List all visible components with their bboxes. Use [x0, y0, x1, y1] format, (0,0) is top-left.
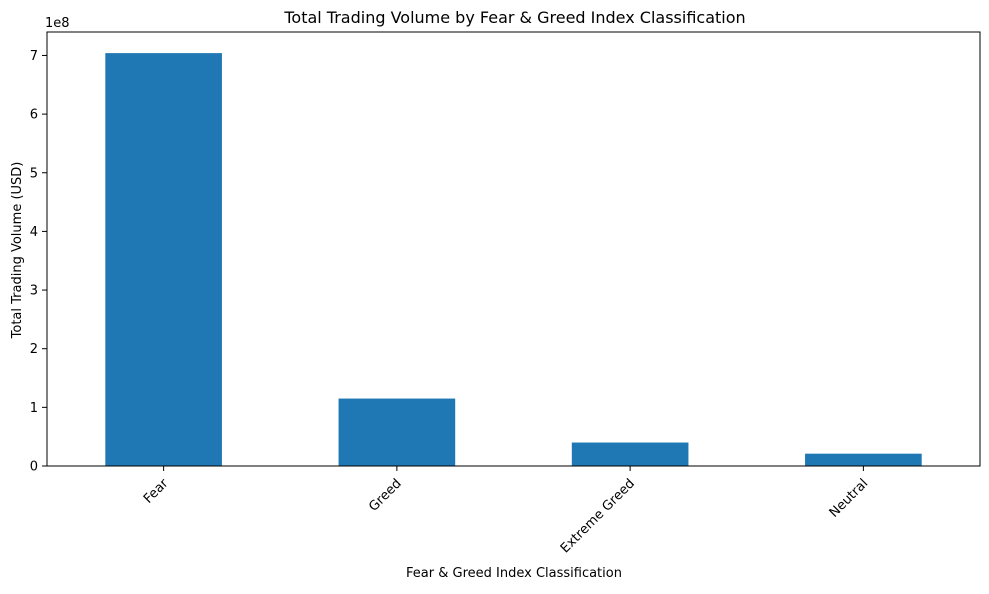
y-tick-label: 3 — [30, 284, 38, 299]
y-tick-label: 1 — [30, 401, 38, 416]
y-tick-label: 2 — [30, 342, 38, 357]
bar-neutral — [805, 453, 922, 466]
bar-extreme-greed — [571, 442, 689, 466]
plot-frame — [46, 31, 981, 467]
x-tick-label: Extreme Greed — [558, 476, 638, 556]
bar-greed — [338, 398, 456, 466]
x-tick-label: Fear — [141, 476, 172, 507]
y-tick-label: 7 — [30, 49, 38, 64]
y-axis-label: Total Trading Volume (USD) — [10, 162, 25, 340]
x-tick-label: Greed — [366, 476, 404, 514]
plot-area: 0 1 2 3 4 5 6 7 Fear Greed Extreme Greed Neutral — [30, 31, 981, 556]
x-axis-label: Fear & Greed Index Classification — [406, 566, 622, 581]
x-tick-label: Neutral — [827, 476, 872, 521]
y-tick-label: 6 — [30, 108, 38, 123]
y-tick-label: 5 — [30, 166, 38, 181]
chart-title: Total Trading Volume by Fear & Greed Ind… — [283, 8, 745, 27]
bar-fear — [105, 53, 222, 467]
y-axis-offset-label: 1e8 — [45, 16, 70, 31]
y-tick-label: 4 — [30, 225, 38, 240]
y-tick-label: 0 — [30, 460, 38, 475]
